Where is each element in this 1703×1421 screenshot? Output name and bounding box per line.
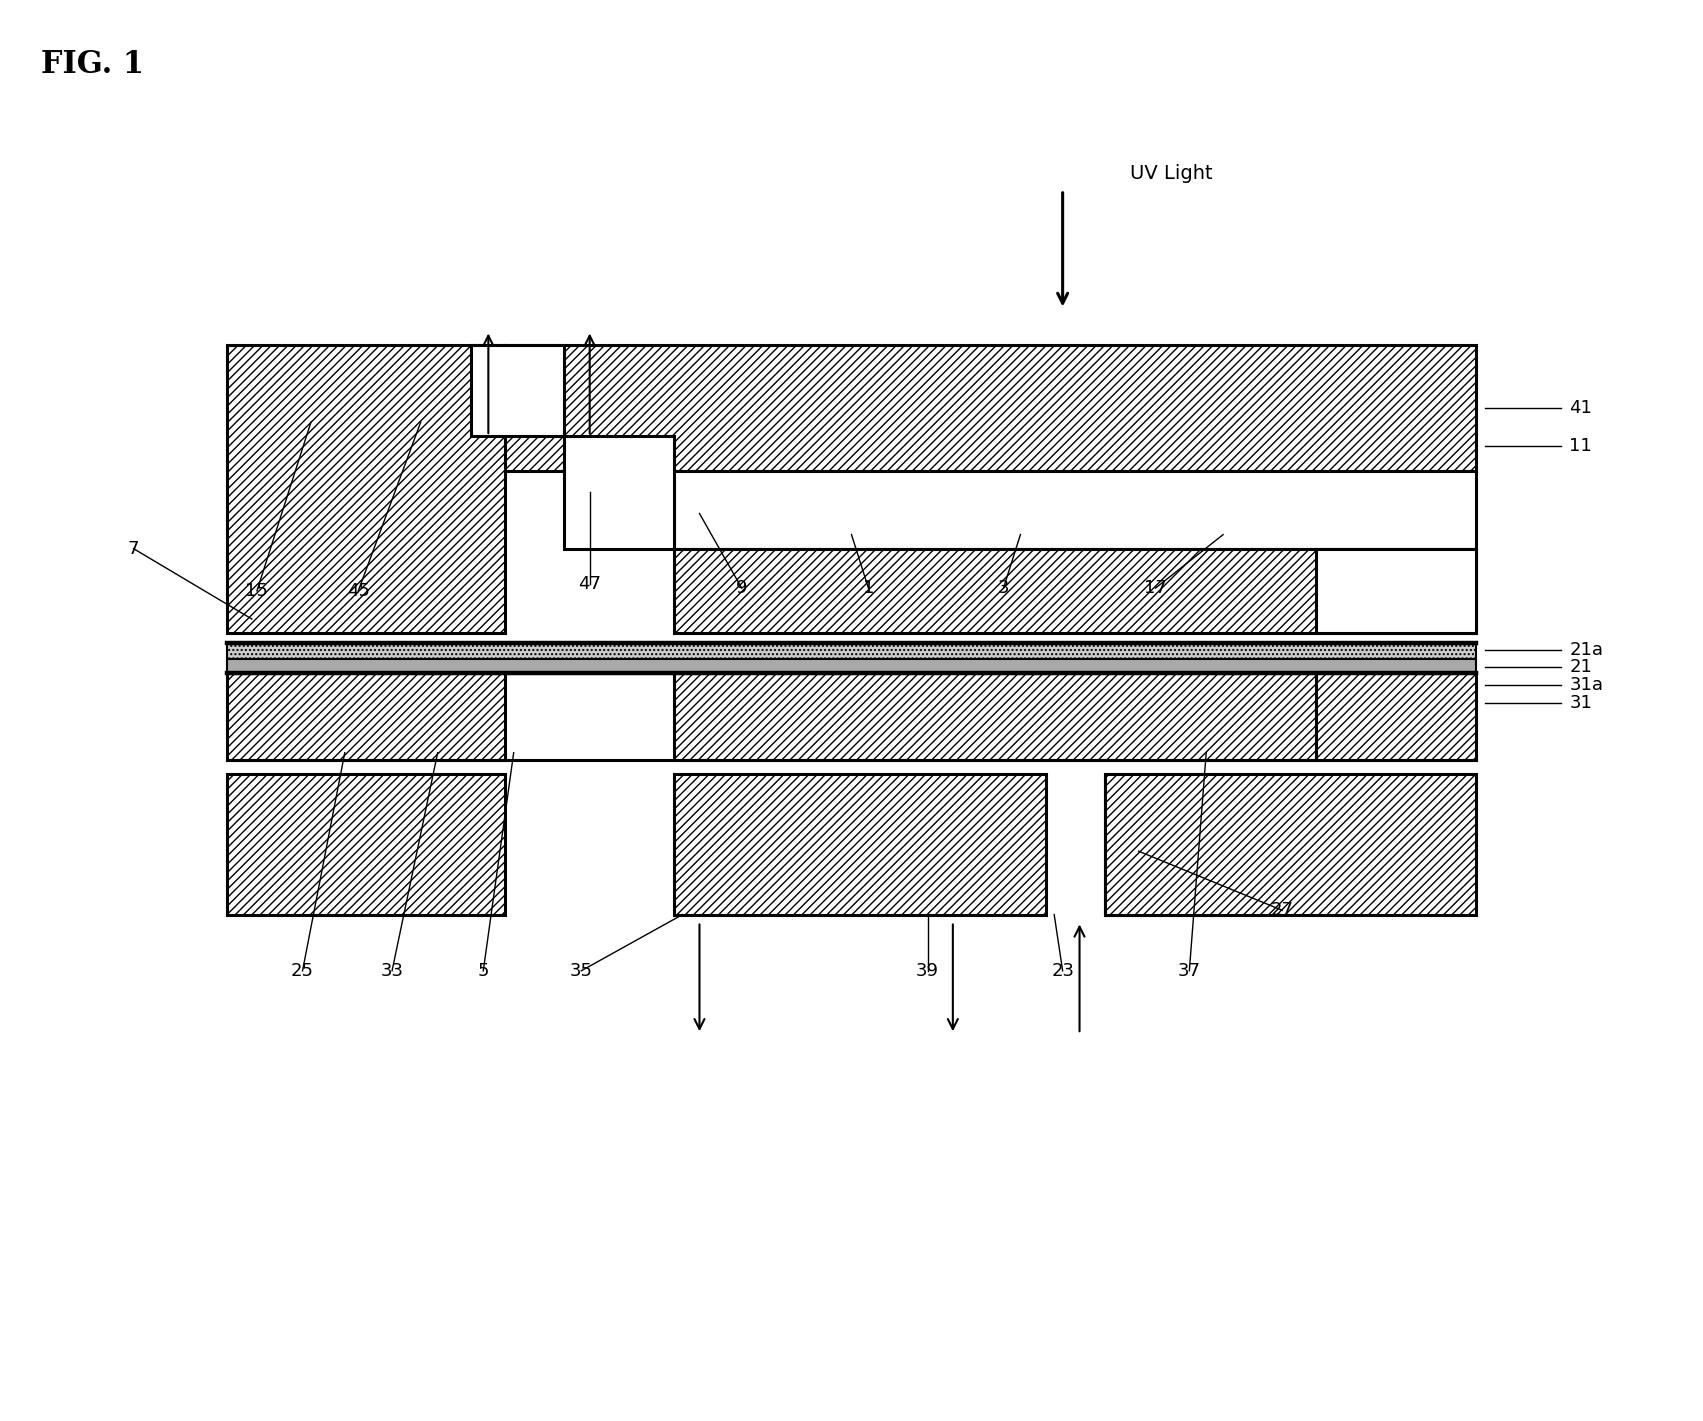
- Bar: [472, 345, 564, 436]
- Text: 1: 1: [863, 580, 874, 597]
- Text: 17: 17: [1144, 580, 1167, 597]
- Text: 9: 9: [736, 580, 748, 597]
- Bar: [674, 774, 1046, 915]
- Bar: [1316, 672, 1477, 760]
- Text: FIG. 1: FIG. 1: [41, 50, 143, 80]
- Text: 7: 7: [128, 540, 140, 557]
- Bar: [674, 672, 1316, 760]
- Text: 45: 45: [347, 581, 370, 600]
- Text: 47: 47: [579, 576, 601, 593]
- Text: 33: 33: [380, 962, 404, 980]
- Text: UV Light: UV Light: [1131, 163, 1213, 183]
- Text: 11: 11: [1570, 438, 1592, 455]
- Bar: [1105, 774, 1214, 915]
- Bar: [674, 472, 1477, 549]
- Bar: [226, 642, 1477, 659]
- Bar: [506, 345, 1477, 472]
- Text: 3: 3: [998, 580, 1010, 597]
- Text: 15: 15: [245, 581, 269, 600]
- Bar: [226, 672, 506, 760]
- Text: 31a: 31a: [1570, 676, 1603, 695]
- Bar: [226, 659, 1477, 672]
- Text: 39: 39: [916, 962, 938, 980]
- Bar: [226, 345, 506, 634]
- Text: 27: 27: [1270, 901, 1294, 919]
- Bar: [1316, 549, 1477, 634]
- Text: 5: 5: [477, 962, 489, 980]
- Bar: [226, 774, 506, 915]
- Text: 25: 25: [291, 962, 313, 980]
- Text: 41: 41: [1570, 399, 1592, 416]
- Text: 35: 35: [571, 962, 593, 980]
- Bar: [1105, 774, 1477, 915]
- Bar: [564, 436, 674, 549]
- Text: 31: 31: [1570, 695, 1592, 712]
- Text: 21a: 21a: [1570, 641, 1603, 659]
- Text: 21: 21: [1570, 658, 1592, 676]
- Text: 37: 37: [1178, 962, 1201, 980]
- Bar: [674, 549, 1477, 634]
- Text: 23: 23: [1051, 962, 1075, 980]
